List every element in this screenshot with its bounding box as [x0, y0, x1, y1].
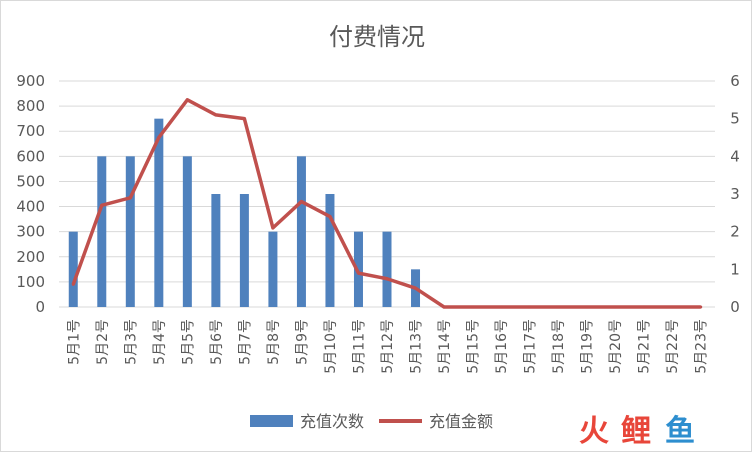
line-point [613, 305, 617, 309]
category-label: 5月1号 [66, 319, 82, 365]
left-tick-label: 200 [16, 248, 45, 266]
watermark-char-2: 鲤 [621, 414, 651, 449]
left-tick-label: 600 [16, 147, 45, 165]
line-point [642, 305, 646, 309]
bar [239, 194, 249, 307]
bar [325, 194, 335, 307]
legend-bar-label: 充值次数 [300, 412, 364, 431]
category-label: 5月13号 [409, 319, 425, 374]
category-label: 5月11号 [351, 319, 367, 374]
right-tick-label: 0 [730, 298, 740, 316]
line-point [214, 113, 218, 117]
line-point [128, 196, 132, 200]
right-tick-label: 2 [730, 223, 740, 241]
bar [125, 156, 135, 307]
legend: 充值次数 充值金额 [250, 412, 493, 431]
category-label: 5月19号 [580, 319, 596, 374]
watermark-char-3: 鱼 [665, 414, 695, 449]
line-point [471, 305, 475, 309]
line-series [71, 98, 703, 309]
category-label: 5月8号 [266, 319, 282, 365]
category-label: 5月16号 [494, 319, 510, 374]
line-point [556, 305, 560, 309]
line-point [356, 271, 360, 275]
category-label: 5月23号 [694, 319, 710, 374]
category-labels: 5月1号 5月2号 5月3号 5月4号 5月5号 5月6号 5月7号 5月8号 5月9号 5月10… [66, 319, 709, 374]
left-axis-ticks: 0 100 200 300 400 500 600 700 800 900 [16, 72, 45, 316]
line-point [157, 136, 161, 139]
line-point [71, 282, 75, 286]
left-tick-label: 0 [35, 298, 45, 316]
category-label: 5月10号 [323, 319, 339, 374]
right-axis-ticks: 0 1 2 3 4 5 6 [730, 72, 740, 316]
line-point [414, 286, 418, 290]
line-point [499, 305, 503, 309]
right-tick-label: 5 [730, 110, 740, 128]
line-point [100, 203, 104, 207]
category-label: 5月20号 [608, 319, 624, 374]
left-tick-label: 400 [16, 198, 45, 216]
left-tick-label: 300 [16, 223, 45, 241]
left-tick-label: 800 [16, 97, 45, 115]
line-point [299, 200, 303, 204]
category-label: 5月15号 [466, 319, 482, 374]
category-label: 5月3号 [123, 319, 139, 365]
legend-bar-swatch [250, 415, 293, 427]
line-point [185, 98, 189, 102]
category-label: 5月6号 [209, 319, 225, 365]
left-tick-label: 700 [16, 122, 45, 140]
right-tick-label: 4 [730, 147, 740, 165]
category-label: 5月14号 [437, 319, 453, 374]
left-tick-label: 100 [16, 273, 45, 291]
left-tick-label: 500 [16, 172, 45, 190]
category-label: 5月9号 [294, 319, 310, 365]
category-label: 5月18号 [551, 319, 567, 374]
category-label: 5月22号 [665, 319, 681, 374]
category-label: 5月5号 [180, 319, 196, 365]
bar [211, 194, 221, 307]
left-tick-label: 900 [16, 72, 45, 90]
line-point [699, 305, 703, 309]
bar [296, 156, 306, 307]
category-label: 5月17号 [523, 319, 539, 374]
line-point [670, 305, 674, 309]
line-point [528, 305, 532, 309]
line-point [385, 277, 389, 281]
bar [382, 231, 392, 307]
line-point [271, 226, 275, 230]
bar [97, 156, 107, 307]
line-point [442, 305, 446, 309]
bar [182, 156, 192, 307]
category-label: 5月4号 [152, 319, 168, 365]
bar [68, 231, 78, 307]
watermark-logo: 火 鲤 鱼 [579, 414, 695, 449]
watermark-char-1: 火 [579, 414, 609, 449]
right-tick-label: 6 [730, 72, 740, 90]
gridlines [59, 80, 715, 308]
legend-line-label: 充值金额 [429, 412, 493, 431]
bar-series [68, 118, 421, 308]
chart-title: 付费情况 [329, 23, 425, 51]
category-label: 5月12号 [380, 319, 396, 374]
category-label: 5月2号 [95, 319, 111, 365]
bar [268, 231, 278, 307]
line-point [585, 305, 589, 309]
right-tick-label: 1 [730, 260, 740, 278]
line-point [328, 215, 332, 219]
line-point [242, 117, 246, 121]
bar [154, 118, 164, 308]
category-label: 5月21号 [637, 319, 653, 374]
right-tick-label: 3 [730, 185, 740, 203]
category-label: 5月7号 [237, 319, 253, 365]
